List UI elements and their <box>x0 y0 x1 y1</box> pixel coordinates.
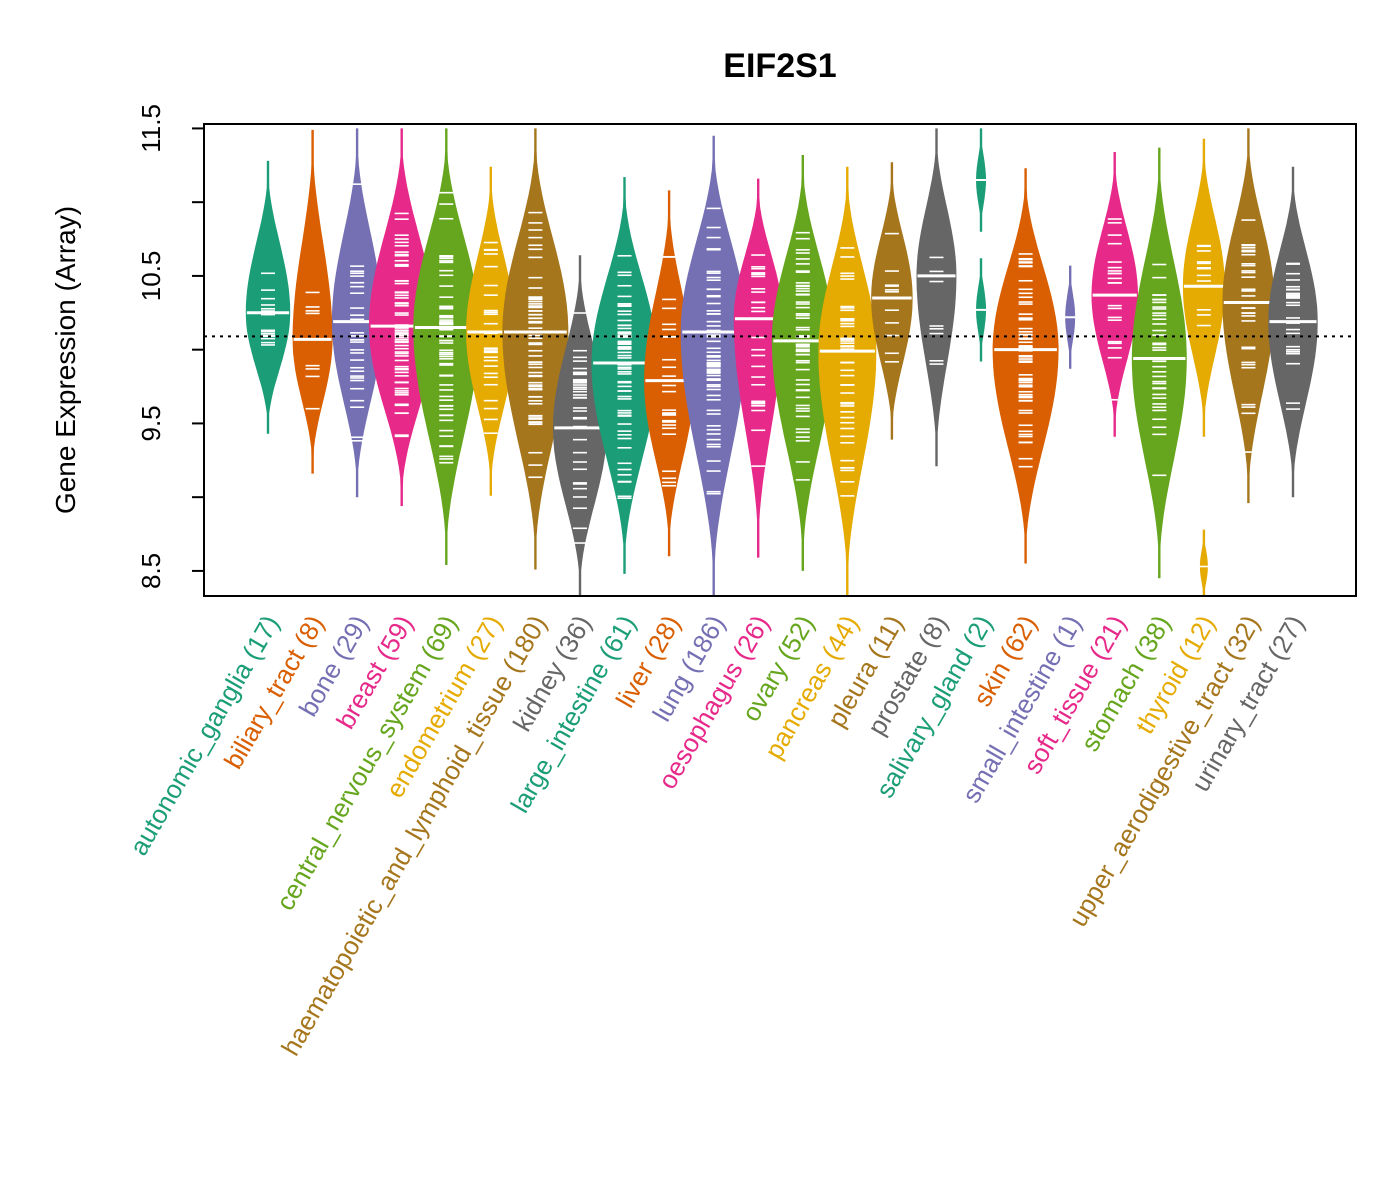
bean-stomach <box>1131 147 1187 579</box>
y-axis: 8.5 9.5 10.5 11.5 <box>136 104 204 589</box>
bean-density <box>368 128 435 506</box>
bean-central-nervous-system <box>413 128 480 565</box>
bean-density <box>245 160 291 434</box>
bean-density <box>871 162 913 440</box>
bean-density <box>818 166 877 596</box>
bean-breast <box>368 128 435 506</box>
bean-density <box>292 129 333 474</box>
bean-density <box>733 178 783 558</box>
y-tick-label: 10.5 <box>136 251 166 302</box>
bean-salivary-gland <box>973 128 990 362</box>
bean-density <box>644 190 695 557</box>
bean-density <box>591 177 658 574</box>
bean-prostate <box>916 128 957 467</box>
y-tick-label: 9.5 <box>136 405 166 441</box>
x-axis-labels: autonomic_ganglia (17)biliary_tract (8)b… <box>123 610 1310 1061</box>
bean-biliary-tract <box>292 129 333 474</box>
bean-pancreas <box>818 166 877 596</box>
bean-density <box>916 128 957 467</box>
bean-upper-aerodigestive-tract <box>1222 128 1275 504</box>
bean-density <box>1268 166 1318 498</box>
bean-density <box>502 128 569 570</box>
bean-small-intestine <box>1062 265 1079 369</box>
bean-urinary-tract <box>1268 166 1318 498</box>
bean-density <box>1131 147 1187 579</box>
bean-bone <box>331 128 383 498</box>
bean-pleura <box>871 162 913 440</box>
bean-kidney <box>553 255 607 596</box>
y-tick-label: 11.5 <box>136 104 166 153</box>
y-tick-label: 8.5 <box>136 553 166 589</box>
y-axis-label: Gene Expression (Array) <box>50 206 81 514</box>
bean-autonomic-ganglia <box>245 160 291 434</box>
bean-density <box>331 128 383 498</box>
bean-ovary <box>771 155 834 571</box>
bean-soft-tissue <box>1091 152 1138 437</box>
beans-layer <box>245 128 1318 596</box>
chart-title: EIF2S1 <box>723 47 836 85</box>
bean-density <box>992 168 1059 564</box>
bean-skin <box>992 168 1059 564</box>
bean-density <box>1199 529 1208 596</box>
bean-thyroid <box>1182 138 1225 596</box>
bean-density <box>553 255 607 596</box>
bean-density <box>413 128 480 565</box>
bean-haematopoietic-and-lymphoid-tissue <box>502 128 569 570</box>
plot-frame <box>203 123 1357 597</box>
